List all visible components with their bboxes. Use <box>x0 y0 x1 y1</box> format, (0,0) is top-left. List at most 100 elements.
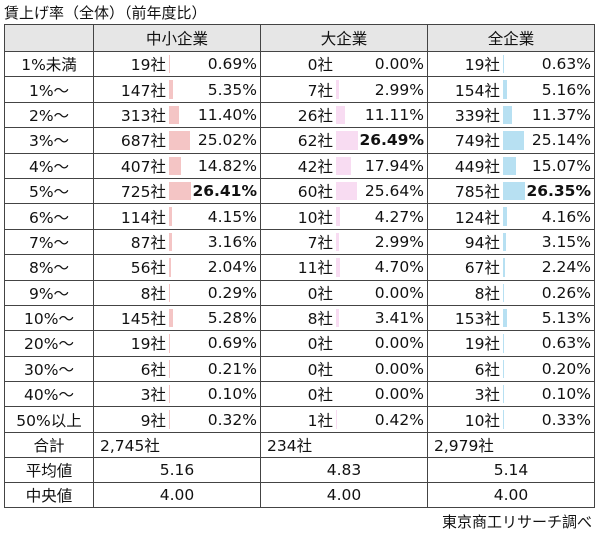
header-all-business: 全企業 <box>427 24 595 52</box>
all-summary-value: 5.14 <box>427 456 595 483</box>
large-percent-bar <box>336 80 339 99</box>
small-count: 3社 <box>93 381 169 408</box>
large-percent-cell: 17.94% <box>336 152 428 179</box>
small-count: 6社 <box>93 355 169 383</box>
large-count: 10社 <box>260 203 336 230</box>
small-percent-bar <box>169 258 171 277</box>
small-percent: 0.32% <box>207 410 257 429</box>
small-percent-bar <box>169 105 179 125</box>
small-percent: 0.21% <box>207 359 257 378</box>
large-count: 0社 <box>260 381 336 408</box>
large-count: 7社 <box>260 76 336 103</box>
rate-category: 20%～ <box>4 330 94 357</box>
rate-category: 9%～ <box>4 279 94 306</box>
large-percent-bar <box>336 181 358 201</box>
header-large-business: 大企業 <box>260 24 428 52</box>
small-percent-bar <box>169 232 172 252</box>
all-percent: 0.33% <box>541 410 591 429</box>
all-count: 3社 <box>427 381 503 408</box>
table-row: 1%未満 19社 0.69% 0社 0.00% 19社 0.63% <box>4 50 595 78</box>
small-count: 87社 <box>93 228 169 256</box>
all-percent: 0.63% <box>541 55 591 74</box>
all-percent-cell: 15.07% <box>503 152 595 179</box>
all-percent-cell: 0.63% <box>503 50 595 78</box>
small-count: 407社 <box>93 152 169 179</box>
small-percent-cell: 25.02% <box>169 127 261 154</box>
small-percent: 25.02% <box>197 131 257 150</box>
table-row: 20%～ 19社 0.69% 0社 0.00% 19社 0.63% <box>4 330 595 357</box>
small-summary-value: 4.00 <box>93 481 261 508</box>
small-count: 725社 <box>93 177 169 205</box>
small-percent-cell: 5.28% <box>169 304 261 332</box>
large-percent: 0.00% <box>374 55 424 74</box>
rate-category: 30%～ <box>4 355 94 383</box>
small-percent: 26.41% <box>192 182 257 201</box>
rate-category: 7%～ <box>4 228 94 256</box>
all-percent-cell: 0.20% <box>503 355 595 383</box>
all-count: 19社 <box>427 50 503 78</box>
small-percent-bar <box>169 308 174 328</box>
large-percent: 25.64% <box>364 182 424 201</box>
large-count: 42社 <box>260 152 336 179</box>
small-percent-bar <box>169 181 191 201</box>
small-count: 56社 <box>93 254 169 281</box>
large-count: 62社 <box>260 127 336 154</box>
all-percent-cell: 26.35% <box>503 177 595 205</box>
small-percent: 11.40% <box>197 105 257 124</box>
table-row: 6%～ 114社 4.15% 10社 4.27% 124社 4.16% <box>4 203 595 230</box>
small-percent-cell: 0.32% <box>169 406 261 433</box>
rate-category: 8%～ <box>4 254 94 281</box>
large-percent-cell: 4.27% <box>336 203 428 230</box>
all-percent: 5.13% <box>541 309 591 328</box>
small-percent: 5.28% <box>207 309 257 328</box>
table-row: 1%～ 147社 5.35% 7社 2.99% 154社 5.16% <box>4 76 595 103</box>
all-summary-value: 4.00 <box>427 481 595 508</box>
table-row: 4%～ 407社 14.82% 42社 17.94% 449社 15.07% <box>4 152 595 179</box>
large-percent-bar <box>336 308 339 328</box>
all-percent: 0.10% <box>541 385 591 404</box>
table-row: 7%～ 87社 3.16% 7社 2.99% 94社 3.15% <box>4 228 595 256</box>
rate-category: 3%～ <box>4 127 94 154</box>
table-row: 8%～ 56社 2.04% 11社 4.70% 67社 2.24% <box>4 254 595 281</box>
small-percent-cell: 0.69% <box>169 50 261 78</box>
table-row: 10%～ 145社 5.28% 8社 3.41% 153社 5.13% <box>4 304 595 332</box>
rate-category: 1%～ <box>4 76 94 103</box>
small-percent-cell: 0.29% <box>169 279 261 306</box>
large-count: 26社 <box>260 101 336 129</box>
all-percent: 3.15% <box>541 232 591 251</box>
table-row: 5%～ 725社 26.41% 60社 25.64% 785社 26.35% <box>4 177 595 205</box>
all-percent-cell: 11.37% <box>503 101 595 129</box>
all-count: 94社 <box>427 228 503 256</box>
small-count: 147社 <box>93 76 169 103</box>
table-row: 30%～ 6社 0.21% 0社 0.00% 6社 0.20% <box>4 355 595 383</box>
all-summary-value: 2,979社 <box>427 431 595 458</box>
large-percent-cell: 4.70% <box>336 254 428 281</box>
header-small-business: 中小企業 <box>93 24 261 52</box>
small-count: 9社 <box>93 406 169 433</box>
small-percent-cell: 11.40% <box>169 101 261 129</box>
large-count: 0社 <box>260 50 336 78</box>
header-row: 中小企業 大企業 全企業 <box>4 24 595 52</box>
all-count: 449社 <box>427 152 503 179</box>
all-percent: 0.63% <box>541 334 591 353</box>
small-percent-cell: 0.10% <box>169 381 261 408</box>
small-percent-bar <box>169 55 170 74</box>
small-percent-cell: 2.04% <box>169 254 261 281</box>
large-percent: 2.99% <box>374 232 424 251</box>
large-percent-cell: 0.42% <box>336 406 428 433</box>
large-percent-bar <box>336 258 340 277</box>
large-percent: 26.49% <box>359 131 424 150</box>
all-count: 6社 <box>427 355 503 383</box>
large-count: 1社 <box>260 406 336 433</box>
all-percent-cell: 0.63% <box>503 330 595 357</box>
large-percent-bar <box>336 207 340 226</box>
small-percent-cell: 0.69% <box>169 330 261 357</box>
large-percent-cell: 2.99% <box>336 76 428 103</box>
summary-row: 中央値 4.00 4.00 4.00 <box>4 481 595 508</box>
all-percent-cell: 0.10% <box>503 381 595 408</box>
large-percent-cell: 26.49% <box>336 127 428 154</box>
small-percent: 0.29% <box>207 283 257 302</box>
large-percent-cell: 25.64% <box>336 177 428 205</box>
summary-label: 合計 <box>4 431 94 458</box>
summary-label: 平均値 <box>4 456 94 483</box>
